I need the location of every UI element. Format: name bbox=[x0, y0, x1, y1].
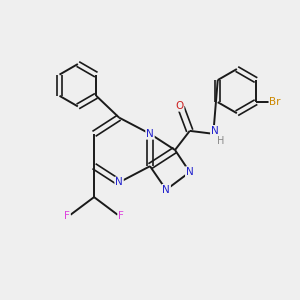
Text: N: N bbox=[162, 185, 170, 195]
Text: Br: Br bbox=[269, 97, 281, 107]
Text: N: N bbox=[146, 129, 154, 139]
Text: H: H bbox=[217, 136, 224, 146]
Text: F: F bbox=[118, 211, 124, 221]
Text: N: N bbox=[115, 177, 123, 188]
Text: F: F bbox=[64, 211, 70, 221]
Text: N: N bbox=[186, 167, 194, 177]
Text: O: O bbox=[175, 101, 184, 111]
Text: N: N bbox=[211, 126, 219, 136]
